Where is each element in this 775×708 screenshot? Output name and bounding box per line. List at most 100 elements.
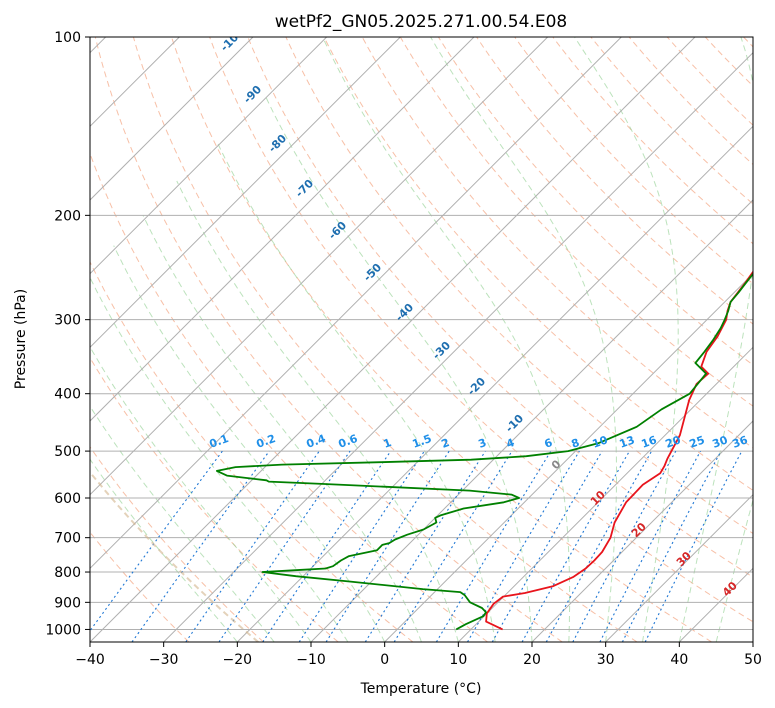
x-tick-label: 10 [449, 652, 467, 668]
moist-adiabat-line [574, 37, 679, 642]
mixing-ratio-line [185, 450, 320, 642]
y-tick-label: 300 [54, 313, 81, 329]
plot-area: -100-90-80-70-60-50-40-30-20-100.1 0.2 0.4… [90, 37, 753, 642]
mixing-ratio-line [218, 450, 351, 642]
mixing-ratio-label: 30 [711, 433, 730, 451]
mixing-ratio-label: 13 [618, 433, 637, 450]
x-axis-ticks: −40 −30 −20 −10 0 10 20 30 40 50 [75, 642, 762, 668]
isotherm-line [384, 272, 753, 642]
mixing-ratio-label: 0.1 [208, 432, 231, 451]
dry-adiabat-line [94, 37, 563, 642]
moist-adiabat-line [430, 37, 617, 642]
y-tick-label: 700 [54, 531, 81, 547]
isotherms [90, 37, 753, 642]
y-tick-label: 900 [54, 595, 81, 611]
dry-adiabat-line [476, 37, 753, 325]
moist-adiabat-line [176, 180, 459, 642]
moist-adiabat-line [90, 276, 349, 642]
moist-adiabat-line [113, 245, 386, 642]
isotherm-line [90, 37, 696, 642]
mixing-ratio-line [491, 450, 603, 642]
y-tick-label: 400 [54, 387, 81, 403]
isotherm-line [457, 346, 753, 642]
isotherm-line [605, 493, 753, 642]
mixing-ratio-line [521, 450, 630, 642]
dry-adiabat-line [323, 37, 753, 491]
dry-adiabat-line [247, 37, 753, 578]
mixing-ratio-line [621, 450, 722, 642]
mixing-ratio-label: 20 [664, 433, 683, 451]
x-tick-label: 0 [380, 652, 389, 668]
plot-frame [89, 36, 754, 643]
isobars [90, 37, 753, 630]
mixing-ratio-line [393, 450, 513, 642]
isotherm-line [90, 37, 549, 496]
y-axis-label: Pressure (hPa) [13, 289, 29, 389]
mixing-ratio-line [262, 450, 392, 642]
x-tick-label: 50 [744, 652, 762, 668]
chart-title: wetPf2_GN05.2025.271.00.54.E08 [275, 12, 567, 32]
y-axis-ticks: 100 200 300 400 500 600 700 800 900 1000 [45, 30, 90, 638]
y-tick-label: 1000 [45, 622, 81, 638]
y-tick-label: 100 [54, 30, 81, 46]
isotherm-line [310, 199, 753, 642]
mixing-ratio-label: 1.5 [411, 432, 434, 451]
dry-adiabat-line [514, 37, 753, 285]
isotherm-line [90, 37, 401, 349]
isotherm-line [90, 37, 328, 275]
moist-adiabat-line [142, 215, 422, 642]
dry-adiabat-line [628, 37, 753, 166]
dry-adiabat-line [399, 37, 753, 407]
dry-adiabat-line [90, 260, 414, 642]
moist-adiabat-line [264, 94, 533, 642]
mixing-ratio-label: 10 [591, 433, 610, 451]
profile-series [216, 270, 753, 631]
moist-adiabat-line [322, 37, 571, 642]
moist-adiabat-line [90, 405, 275, 642]
moist-adiabat-line [90, 458, 238, 642]
moist-adiabat-line [678, 37, 753, 642]
mixing-ratio-label: 25 [688, 433, 707, 450]
mixing-ratio-label: 0.6 [337, 432, 360, 451]
x-tick-label: 20 [523, 652, 541, 668]
mixing-ratio-line [467, 450, 580, 642]
mixing-ratio-lines [90, 450, 743, 642]
dry-adiabat-line [132, 37, 638, 642]
x-tick-label: −30 [149, 652, 179, 668]
series-line-1 [216, 272, 753, 631]
dry-adiabat-line [209, 37, 753, 623]
mixing-ratio-line [545, 450, 653, 642]
x-tick-label: 30 [597, 652, 615, 668]
dry-adiabat-line [90, 446, 264, 642]
mixing-ratio-label: 36 [731, 433, 750, 451]
isotherm-line [90, 37, 622, 570]
x-tick-label: 40 [670, 652, 688, 668]
mixing-ratio-label: 16 [640, 433, 659, 451]
isotherm-line [90, 37, 475, 422]
mixing-ratio-label: 2 [440, 436, 452, 451]
mixing-ratio-label: 6 [543, 436, 555, 451]
x-tick-label: −40 [75, 652, 105, 668]
mixing-ratio-line [599, 450, 701, 642]
isotherm-line [236, 125, 753, 642]
y-tick-label: 800 [54, 565, 81, 581]
y-tick-label: 600 [54, 491, 81, 507]
x-tick-label: −20 [223, 652, 253, 668]
mixing-ratio-label: 1 [382, 436, 394, 451]
mixing-ratio-line [298, 450, 425, 642]
mixing-ratio-line [572, 450, 677, 642]
x-axis-label: Temperature (°C) [360, 681, 482, 697]
x-tick-label: −10 [296, 652, 326, 668]
mixing-ratio-line [131, 450, 270, 642]
mixing-ratio-line [644, 450, 743, 642]
isotherm-line [163, 51, 753, 642]
mixing-ratio-label: 4 [505, 436, 517, 451]
y-tick-label: 200 [54, 208, 81, 224]
mixing-ratio-label: 8 [570, 436, 582, 451]
y-tick-label: 500 [54, 444, 81, 460]
isotherm-line [531, 420, 753, 642]
series-line-0 [485, 270, 753, 631]
moist-adiabat-line [715, 498, 753, 642]
